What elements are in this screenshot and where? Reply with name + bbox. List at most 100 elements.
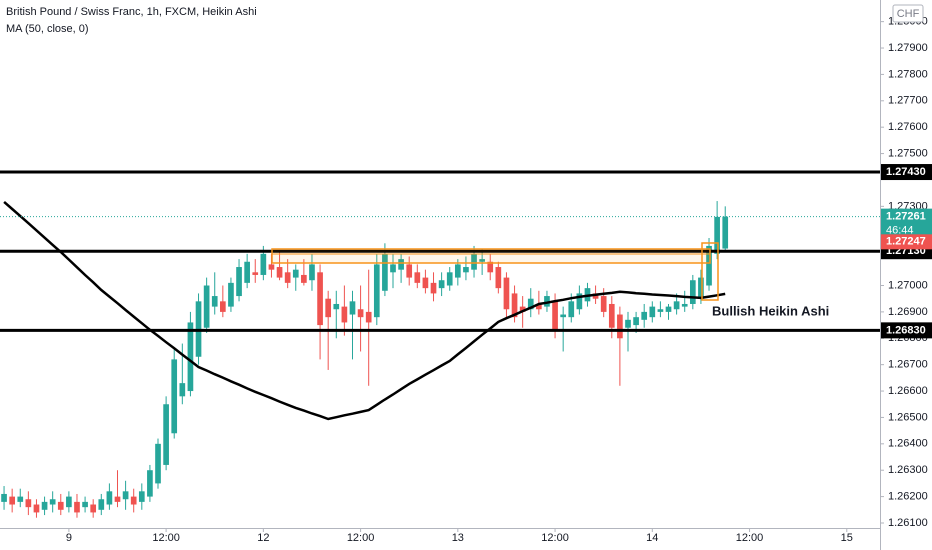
y-tick-label: 1.27800: [888, 68, 928, 80]
candle-body: [544, 296, 550, 307]
candle-body: [552, 301, 558, 331]
candle-body: [689, 280, 696, 304]
candle-body: [33, 504, 40, 513]
candle-body: [349, 301, 356, 315]
x-tick-label: 13: [452, 532, 464, 544]
candle-body: [203, 285, 210, 328]
x-tick-label: 9: [66, 532, 72, 544]
candle-body: [446, 272, 453, 286]
candle-body: [625, 319, 631, 328]
candle-body: [130, 496, 137, 505]
x-tick-label: 14: [646, 532, 658, 544]
candle-body: [608, 303, 615, 328]
candle-body: [463, 267, 469, 273]
candle-body: [479, 259, 485, 262]
candle-body: [236, 267, 242, 297]
y-tick-label: 1.26700: [888, 359, 928, 371]
y-tick-label: 1.27900: [888, 42, 928, 54]
candle-body: [276, 267, 283, 278]
candle-body: [1, 493, 7, 502]
candle-body: [665, 306, 672, 312]
candle-body: [706, 245, 712, 286]
candle-body: [57, 501, 64, 510]
candle-body: [365, 311, 372, 323]
candle-body: [471, 253, 477, 270]
currency-button[interactable]: [892, 4, 924, 23]
candle-body: [592, 293, 599, 299]
zone-box: [271, 248, 711, 264]
candle-body: [681, 303, 688, 307]
x-tick-label: 12:00: [736, 532, 764, 544]
candle-body: [179, 383, 186, 397]
y-tick-label: 1.26500: [888, 411, 928, 423]
y-tick-label: 1.26900: [888, 306, 928, 318]
candle-body: [25, 499, 32, 508]
candle-body: [657, 309, 664, 312]
candle-body: [74, 501, 80, 513]
candle-body: [106, 491, 113, 505]
candle-body: [527, 298, 534, 310]
x-tick-label: 12:00: [347, 532, 375, 544]
axes: 1.26100 1.26200 1.26300 1.26400 1.26500 1.266…: [66, 16, 932, 544]
candle-body: [519, 306, 526, 312]
candle-body: [138, 491, 145, 502]
plot: [0, 170, 880, 518]
y-tick-label: 1.27700: [888, 95, 928, 107]
candle-body: [122, 491, 129, 500]
candle-body: [292, 269, 299, 278]
candle-body: [301, 274, 307, 283]
candle-body: [673, 301, 680, 310]
candle-body: [430, 282, 437, 294]
candle-body: [66, 496, 72, 508]
candle-body: [495, 267, 502, 289]
x-tick-label: 12:00: [541, 532, 569, 544]
last-price-tag: [881, 208, 932, 239]
candle-body: [309, 264, 315, 281]
level-tag-label: 1.27430: [886, 166, 926, 178]
candle-body: [511, 293, 518, 318]
candle-body: [41, 501, 48, 510]
candle-body: [406, 264, 413, 278]
annotation: Bullish Heikin Ashi: [712, 303, 829, 318]
candle-body: [155, 443, 161, 484]
candle-body: [211, 296, 218, 307]
candle-body: [698, 277, 704, 299]
candle-body: [220, 301, 226, 312]
candle-body: [487, 261, 494, 273]
candle-body: [398, 259, 404, 270]
y-tick-label: 1.26300: [888, 464, 928, 476]
candle-body: [357, 309, 364, 318]
candle-body: [536, 303, 542, 310]
y-tick-label: 1.27500: [888, 147, 928, 159]
candle-body: [714, 216, 720, 254]
x-tick-label: 12: [257, 532, 269, 544]
candle-body: [341, 306, 348, 323]
candle-highlight: [701, 242, 719, 301]
candle-body: [641, 311, 648, 320]
candle-body: [317, 272, 323, 326]
bid-price-tag: [881, 234, 932, 250]
candle-body: [373, 264, 380, 318]
candle-body: [503, 277, 510, 310]
candle-body: [560, 314, 567, 318]
candle-body: [633, 317, 639, 326]
candle-body: [325, 298, 332, 318]
candle-body: [82, 501, 88, 508]
x-tick-label: 15: [841, 532, 853, 544]
candle-body: [260, 253, 267, 275]
level-tag: [881, 322, 932, 339]
y-tick-label: 1.27000: [888, 279, 928, 291]
candle-body: [187, 322, 194, 392]
x-tick-label: 12:00: [152, 532, 180, 544]
candle-body: [268, 264, 275, 270]
candle-body: [114, 496, 121, 502]
currency-label[interactable]: CHF: [897, 8, 920, 20]
candle-body: [576, 293, 583, 310]
candle-body: [438, 280, 445, 289]
y-tick-label: 1.26100: [888, 517, 928, 529]
countdown-label: 46:44: [886, 225, 914, 237]
bid-price-label: 1.27247: [886, 236, 926, 248]
candle-body: [649, 306, 656, 318]
candle-body: [422, 277, 429, 289]
